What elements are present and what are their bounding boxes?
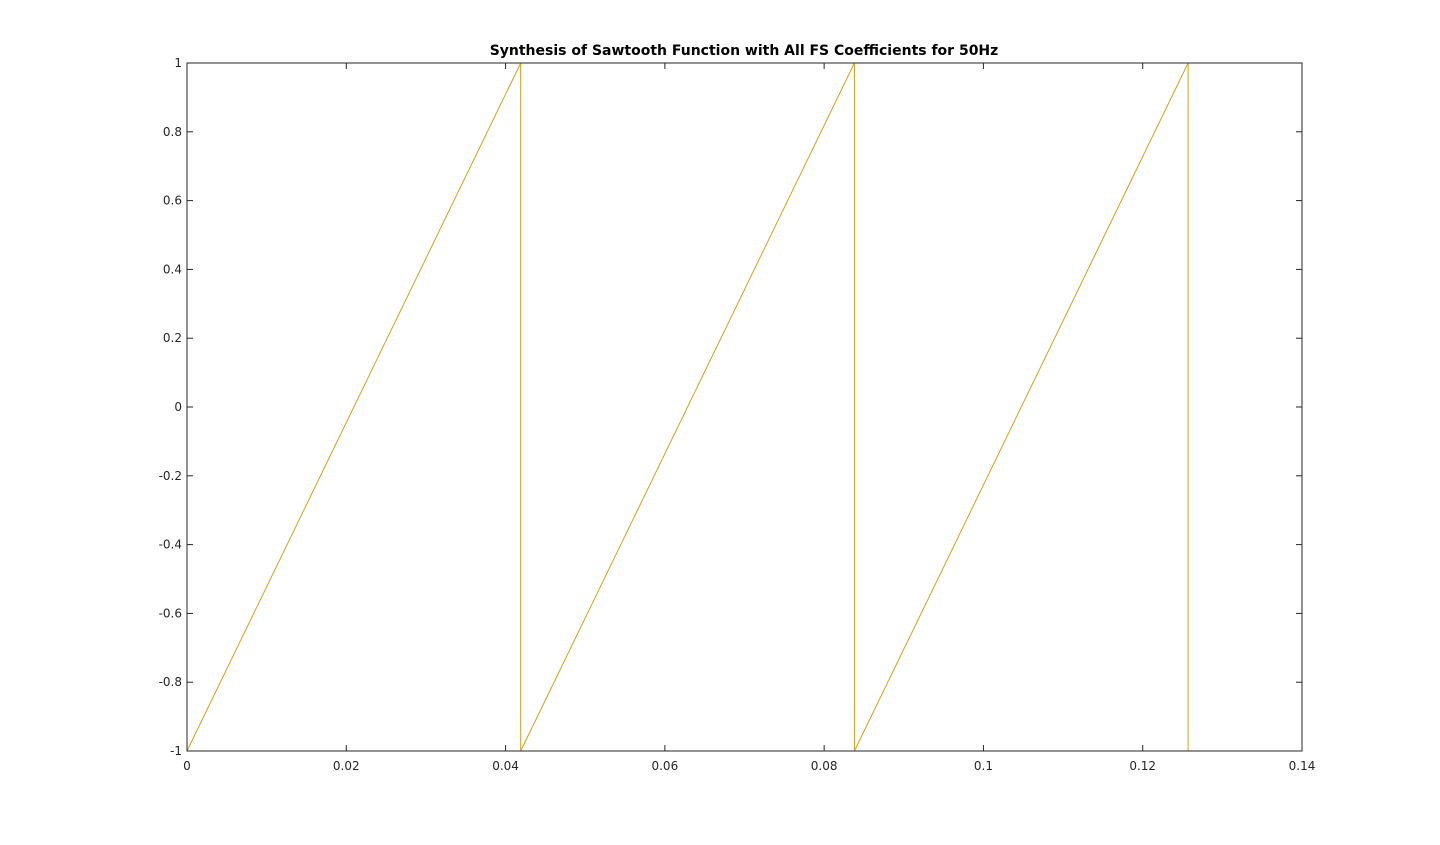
y-tick-label: 0.2 (163, 331, 182, 345)
x-tick-label: 0.14 (1289, 759, 1316, 773)
x-tick-label: 0.1 (974, 759, 993, 773)
y-tick-label: -0.2 (159, 469, 182, 483)
x-tick-label: 0.12 (1129, 759, 1156, 773)
y-tick-label: 1 (174, 56, 182, 70)
y-tick-label: 0.6 (163, 194, 182, 208)
y-tick-label: -1 (170, 744, 182, 758)
plot-area (186, 62, 1189, 752)
axes-box (186, 62, 1303, 752)
chart-title: Synthesis of Sawtooth Function with All … (490, 43, 999, 59)
x-tick-label: 0.08 (811, 759, 838, 773)
x-tick-label: 0 (183, 759, 191, 773)
x-tick-label: 0.06 (651, 759, 678, 773)
x-tick-label: 0.04 (492, 759, 519, 773)
x-tick-label: 0.02 (333, 759, 360, 773)
y-tick-label: -0.6 (159, 606, 182, 620)
axis-ticks: 0 0.02 0.04 0.06 0.08 0.1 0.12 0.14 -1 -0.8 -0.6 -0… (159, 56, 1316, 773)
y-tick-label: -0.4 (159, 538, 182, 552)
sawtooth-series-line (186, 62, 1189, 752)
y-tick-label: 0 (174, 400, 182, 414)
y-tick-label: -0.8 (159, 675, 182, 689)
y-tick-label: 0.4 (163, 262, 182, 276)
y-tick-label: 0.8 (163, 125, 182, 139)
